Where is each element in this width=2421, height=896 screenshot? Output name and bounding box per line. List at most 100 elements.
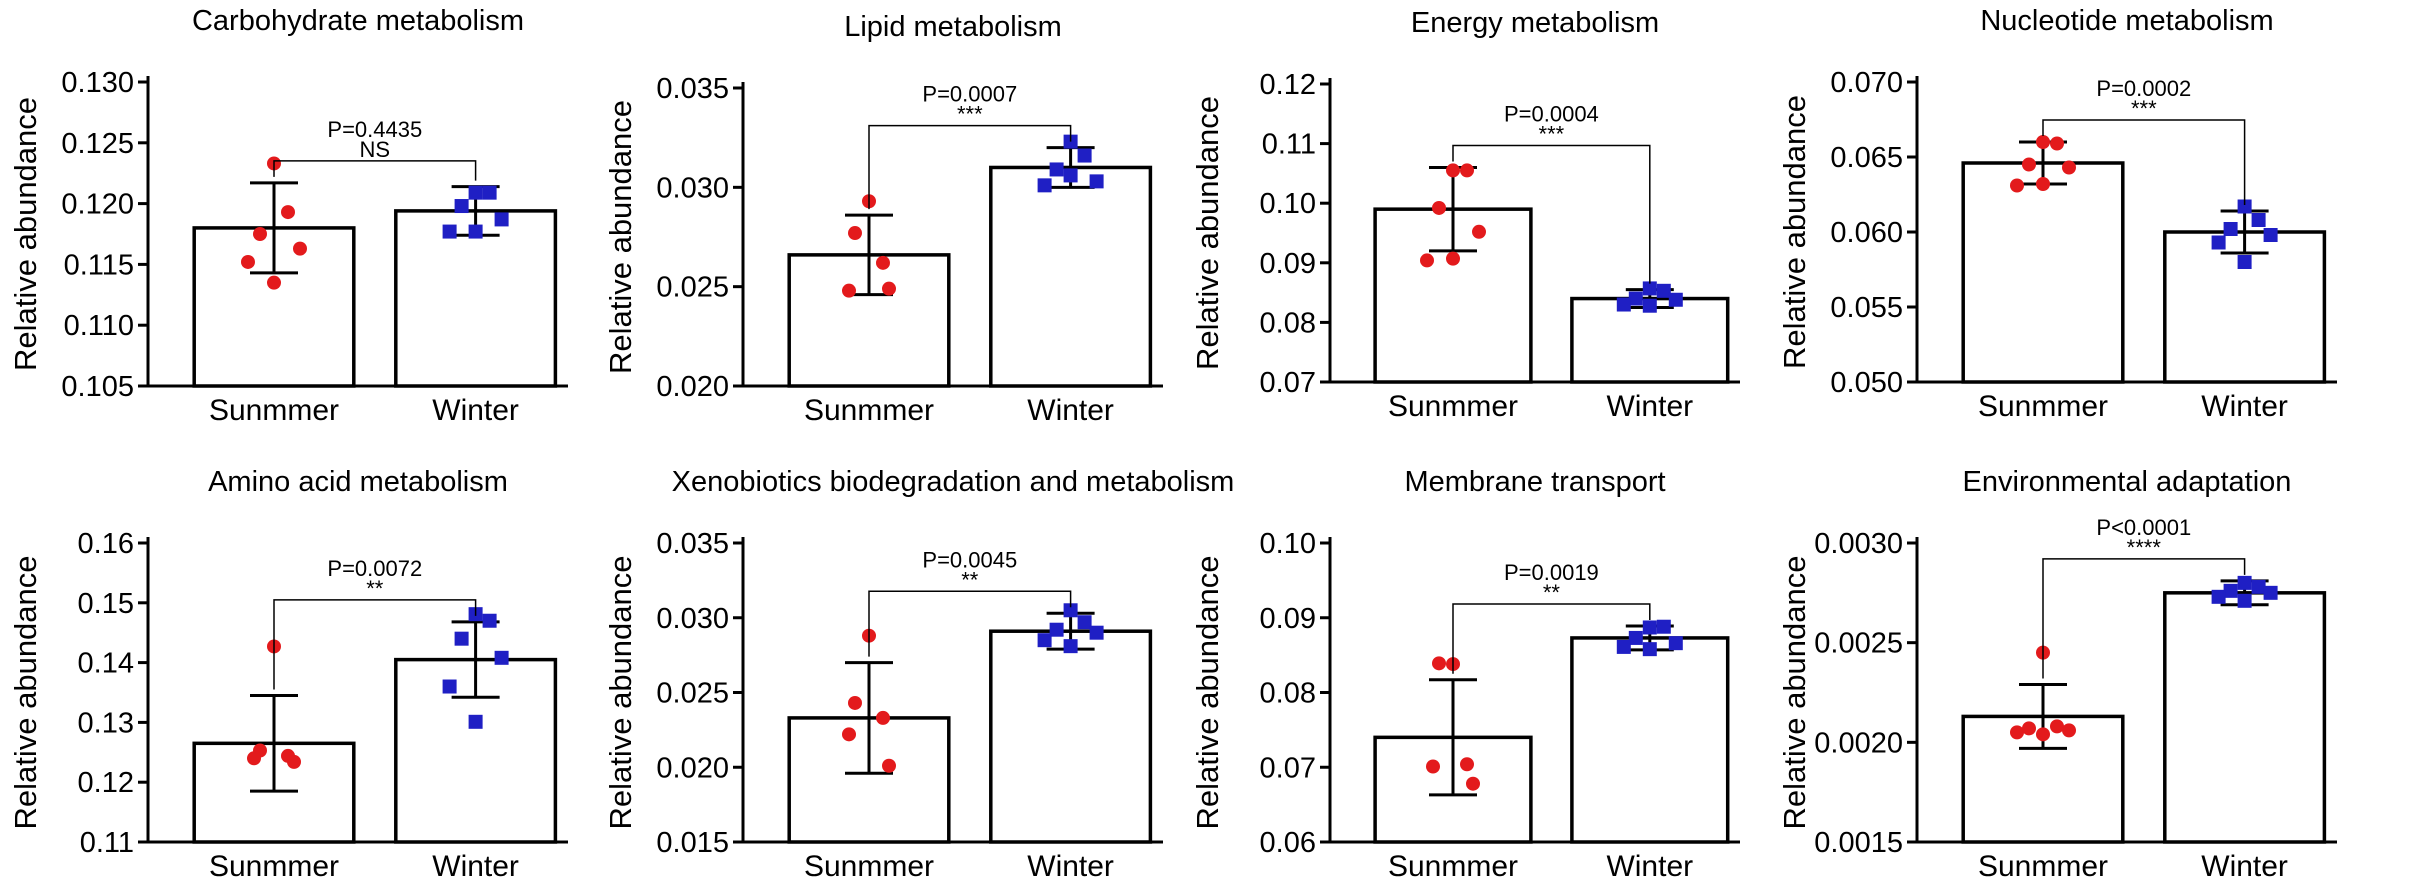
significance-label: **** xyxy=(2127,535,2162,560)
data-point-summer xyxy=(253,227,267,241)
data-point-summer xyxy=(2022,721,2036,736)
data-point-summer xyxy=(2036,177,2050,191)
chart-title: Carbohydrate metabolism xyxy=(192,5,524,37)
x-category-label: Sunmmer xyxy=(1978,850,2108,883)
data-point-winter xyxy=(1656,283,1671,298)
data-point-winter xyxy=(2237,575,2252,590)
chart-title: Energy metabolism xyxy=(1411,7,1659,39)
chart-title: Xenobiotics biodegradation and metabolis… xyxy=(672,466,1235,498)
x-category-label: Winter xyxy=(1027,850,1114,883)
data-point-winter xyxy=(1037,633,1052,648)
y-axis-label: Relative abundance xyxy=(8,97,43,371)
data-point-winter xyxy=(1063,168,1078,183)
chart-title: Lipid metabolism xyxy=(844,11,1062,43)
x-category-label: Sunmmer xyxy=(209,394,339,427)
y-tick-label: 0.060 xyxy=(1830,217,1903,249)
data-point-summer xyxy=(267,275,281,290)
y-tick-label: 0.15 xyxy=(78,588,134,620)
significance-bracket xyxy=(2042,558,2246,679)
y-axis-label: Relative abundance xyxy=(1777,95,1812,369)
p-value-label: P=0.0019 xyxy=(1504,560,1599,585)
y-axis-label: Relative abundance xyxy=(1190,96,1225,370)
x-category-label: Sunmmer xyxy=(209,850,339,883)
data-point-winter xyxy=(2251,213,2266,227)
x-category-label: Sunmmer xyxy=(1388,850,1518,883)
data-point-winter xyxy=(482,185,497,200)
data-point-winter xyxy=(1063,134,1078,149)
y-tick-label: 0.12 xyxy=(1260,69,1316,101)
data-point-winter xyxy=(2263,585,2278,600)
x-category-label: Winter xyxy=(1027,394,1114,427)
y-tick-label: 0.0025 xyxy=(1814,628,1903,660)
data-point-summer xyxy=(2010,725,2024,740)
y-tick-label: 0.020 xyxy=(656,752,729,784)
data-point-summer xyxy=(2050,719,2064,734)
data-point-summer xyxy=(1460,757,1474,772)
y-tick-label: 0.125 xyxy=(61,128,134,160)
data-point-winter xyxy=(2237,199,2252,214)
data-point-summer xyxy=(1426,759,1440,774)
y-tick-label: 0.025 xyxy=(656,678,729,710)
bar-winter xyxy=(2163,591,2327,844)
y-tick-label: 0.110 xyxy=(64,310,134,342)
y-tick-label: 0.105 xyxy=(61,371,134,403)
chart-title: Membrane transport xyxy=(1404,466,1665,498)
data-point-winter xyxy=(1077,148,1092,163)
y-tick-label: 0.10 xyxy=(1260,188,1316,220)
data-point-summer xyxy=(2022,157,2036,172)
p-value-label: P=0.0002 xyxy=(2096,76,2191,101)
y-tick-label: 0.030 xyxy=(656,172,729,204)
data-point-summer xyxy=(2062,160,2076,175)
y-axis-label: Relative abundance xyxy=(8,555,43,829)
significance-bracket xyxy=(2042,119,2246,205)
data-point-summer xyxy=(882,281,896,296)
y-tick-label: 0.08 xyxy=(1260,307,1316,339)
chart-title: Environmental adaptation xyxy=(1963,466,2292,498)
data-point-winter xyxy=(442,224,457,239)
y-tick-label: 0.14 xyxy=(78,648,134,680)
y-tick-label: 0.0015 xyxy=(1814,827,1903,859)
data-point-winter xyxy=(482,613,497,628)
data-point-summer xyxy=(2036,135,2050,149)
data-point-winter xyxy=(468,185,483,200)
data-point-winter xyxy=(2211,235,2226,250)
p-value-label: P=0.0004 xyxy=(1504,101,1599,126)
x-category-label: Winter xyxy=(1606,390,1693,423)
y-tick-label: 0.11 xyxy=(1262,129,1316,161)
y-tick-label: 0.130 xyxy=(61,67,134,99)
y-axis-label: Relative abundance xyxy=(1777,555,1812,829)
y-tick-label: 0.015 xyxy=(656,827,729,859)
data-point-winter xyxy=(494,650,509,665)
data-point-summer xyxy=(247,751,261,766)
bar-winter xyxy=(989,165,1153,388)
data-point-summer xyxy=(1420,253,1434,268)
p-value-label: P=0.0072 xyxy=(327,556,422,581)
x-category-label: Winter xyxy=(2201,850,2288,883)
x-category-label: Winter xyxy=(432,394,519,427)
significance-bracket xyxy=(273,160,477,181)
data-point-winter xyxy=(2263,228,2278,242)
y-tick-label: 0.06 xyxy=(1260,827,1316,859)
data-point-summer xyxy=(1432,656,1446,671)
bar-sunmmer xyxy=(1961,161,2125,384)
data-point-winter xyxy=(2223,222,2238,236)
bar-winter xyxy=(394,209,558,388)
data-point-winter xyxy=(454,199,469,214)
y-tick-label: 0.11 xyxy=(80,827,134,859)
data-point-winter xyxy=(1049,622,1064,637)
data-point-winter xyxy=(1037,178,1052,193)
p-value-label: P<0.0001 xyxy=(2096,515,2191,540)
y-axis-label: Relative abundance xyxy=(603,555,638,829)
data-point-summer xyxy=(848,695,862,710)
data-point-winter xyxy=(2251,579,2266,594)
data-point-winter xyxy=(1668,292,1683,307)
data-point-winter xyxy=(1089,174,1104,189)
data-point-summer xyxy=(1472,224,1486,239)
x-category-label: Sunmmer xyxy=(804,394,934,427)
data-point-winter xyxy=(2223,583,2238,598)
significance-label: NS xyxy=(360,137,391,162)
bar-winter xyxy=(989,629,1153,844)
chart-panel-4: Nucleotide metabolism Relative abundance 0… xyxy=(1777,5,2337,423)
data-point-winter xyxy=(454,631,469,646)
data-point-winter xyxy=(1642,620,1657,635)
